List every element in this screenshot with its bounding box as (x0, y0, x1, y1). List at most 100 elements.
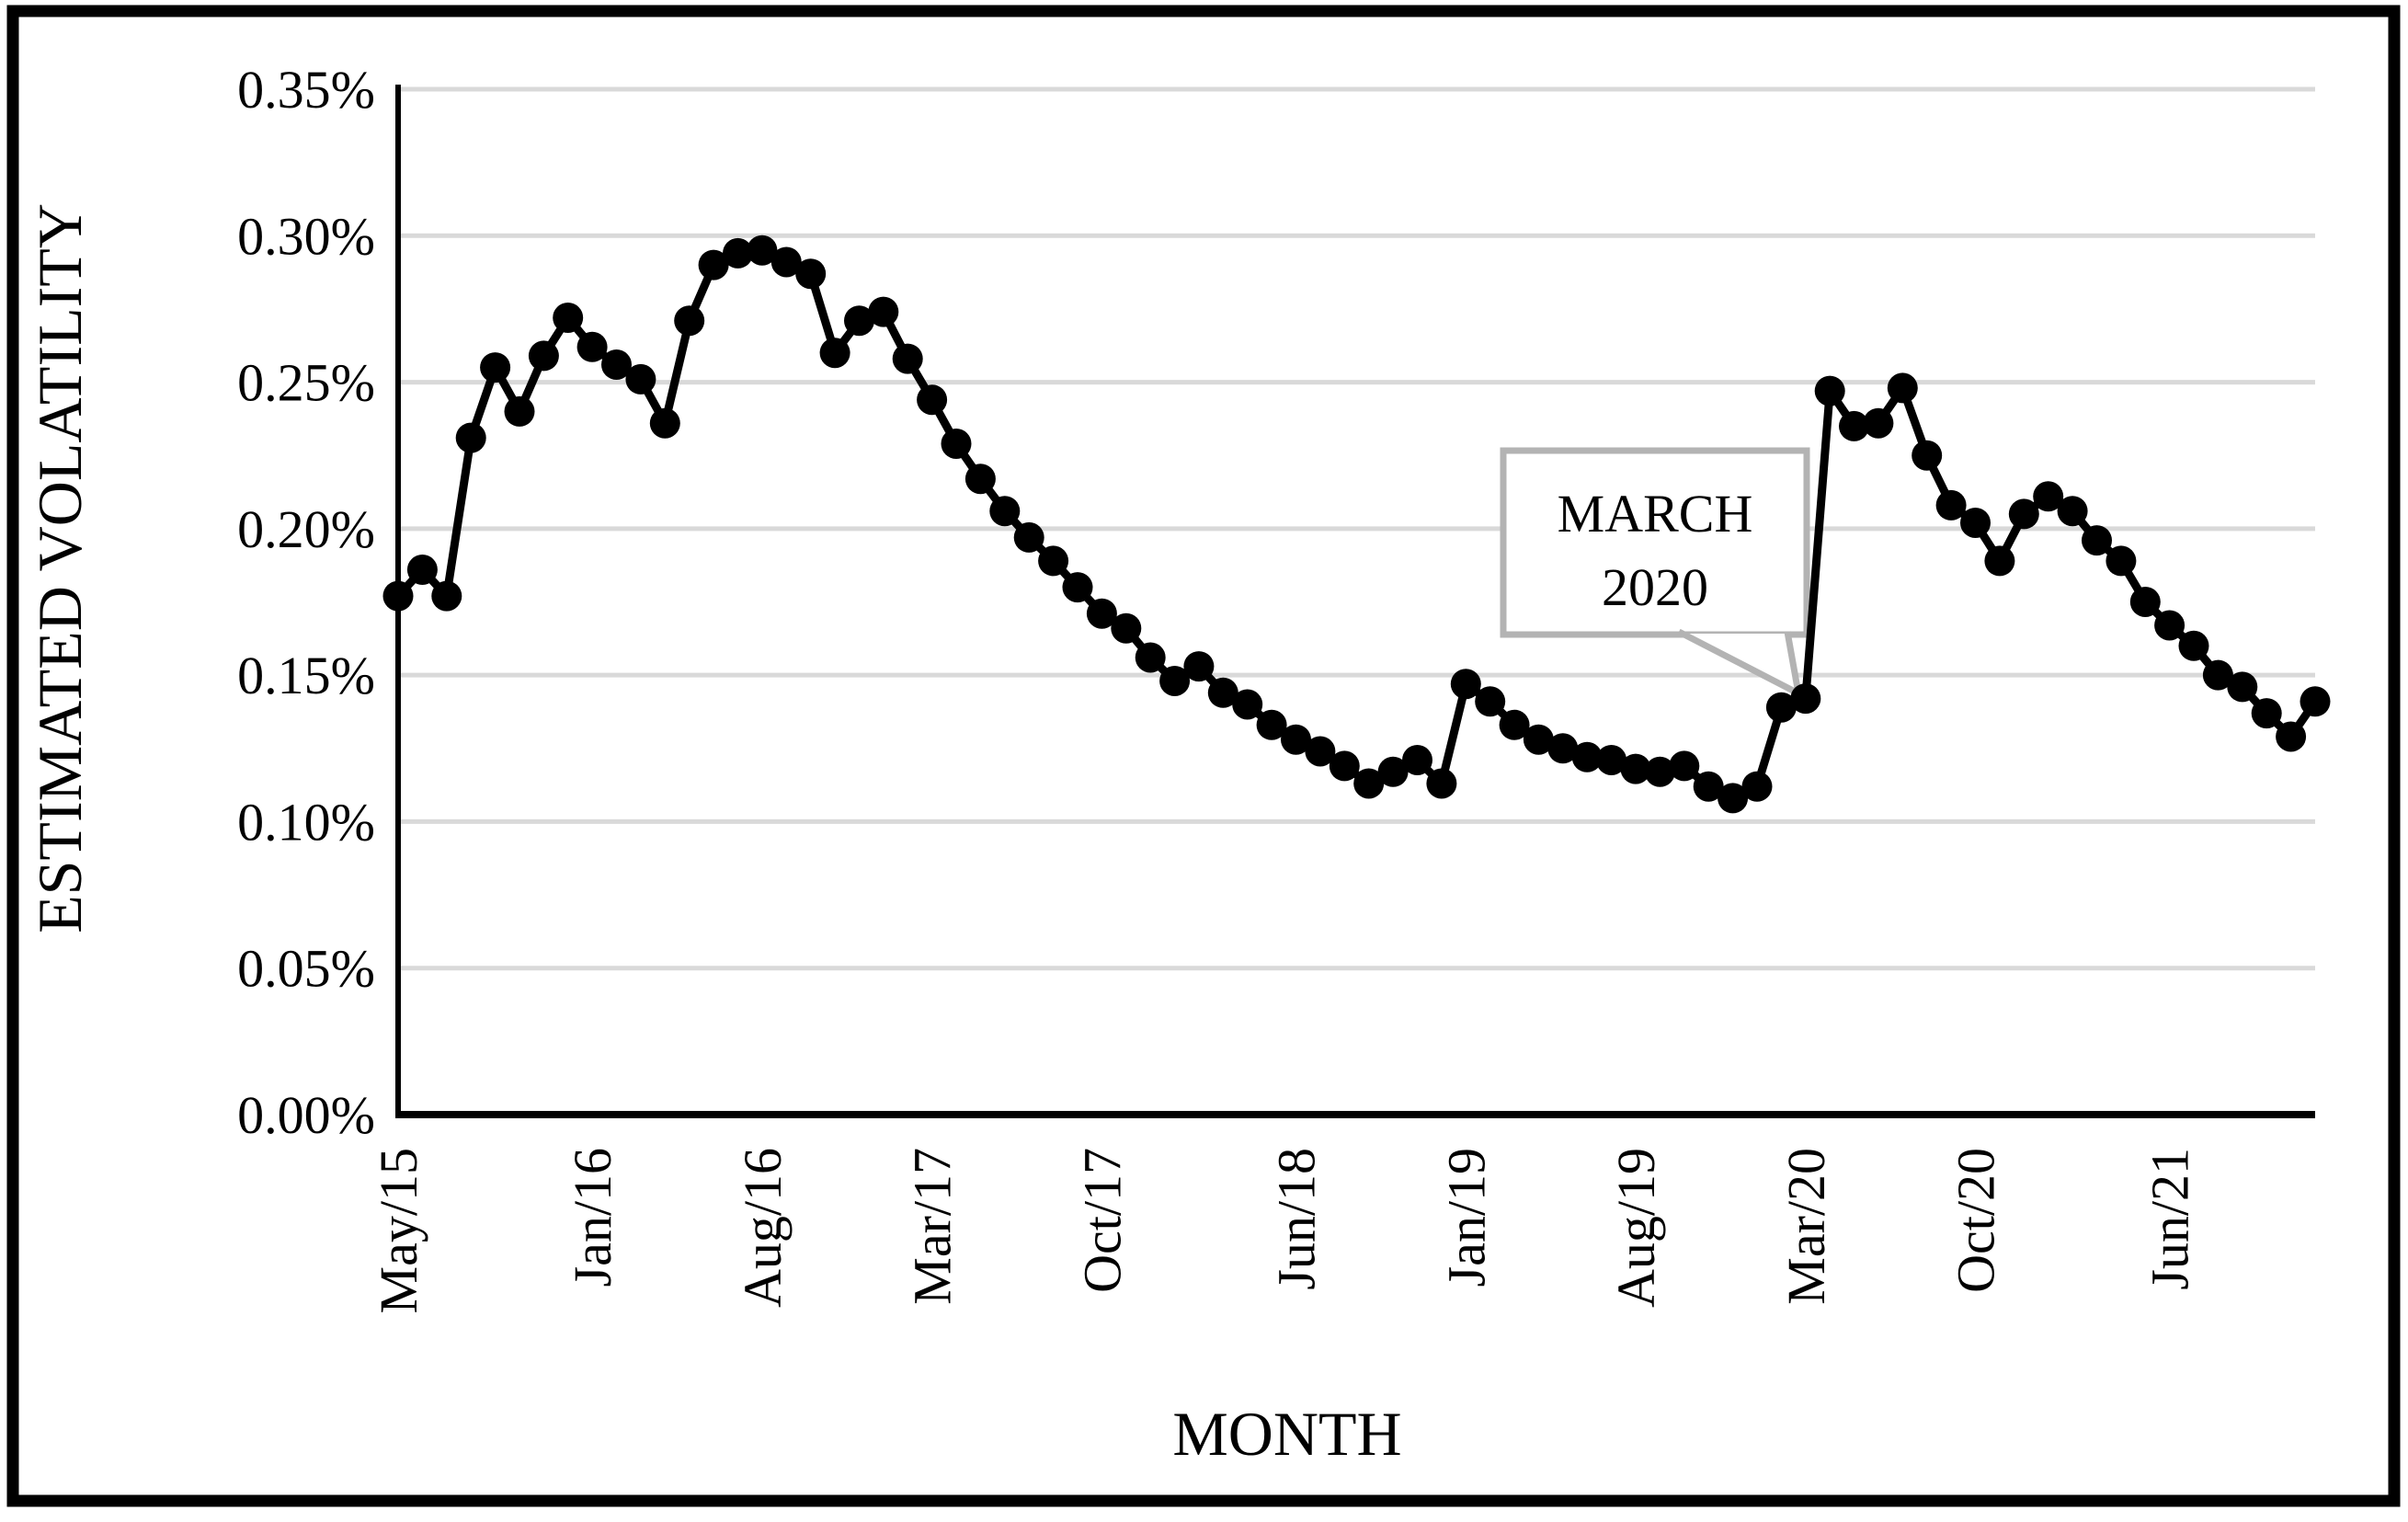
data-point (723, 237, 753, 269)
x-tick-labels-group: May/15 Jan/16 Aug/16 Mar/17 Oct/17 Jun/18 Jan/… (369, 1148, 2200, 1313)
data-point (2008, 498, 2039, 530)
callout-text-line1: MARCH (1558, 484, 1753, 544)
callout-tail-edge-left (1677, 628, 1800, 697)
data-point (1305, 736, 1336, 767)
data-point (1475, 686, 1506, 717)
y-tick-label: 0.05% (237, 939, 375, 999)
data-point (989, 496, 1021, 527)
data-point (1523, 724, 1554, 755)
data-point (2276, 721, 2307, 752)
march-2020-callout: MARCH 2020 (1500, 447, 1810, 697)
data-point (819, 338, 850, 369)
data-point (844, 305, 874, 337)
data-point (1281, 724, 1311, 755)
x-axis-title: MONTH (1172, 1399, 1401, 1469)
x-tick-label: Oct/17 (1072, 1148, 1132, 1293)
data-point (2106, 545, 2137, 577)
data-point (1426, 768, 1457, 799)
data-point (917, 384, 948, 416)
data-point (1790, 683, 1821, 715)
data-point (1596, 745, 1627, 775)
data-point (504, 395, 535, 427)
data-point (2154, 610, 2185, 641)
data-point (1669, 750, 1700, 782)
volatility-series-group (382, 235, 2331, 814)
data-point (1232, 689, 1263, 720)
data-point (1571, 741, 1603, 772)
y-tick-label: 0.35% (237, 60, 375, 120)
data-point (1183, 651, 1215, 682)
y-tick-label: 0.00% (237, 1085, 375, 1145)
data-point (2033, 481, 2064, 512)
data-point (2202, 659, 2233, 691)
data-point (1741, 771, 1773, 802)
data-point (382, 580, 414, 612)
data-point (2082, 525, 2112, 556)
data-point (1620, 753, 1651, 784)
data-point (941, 429, 972, 459)
data-point (892, 343, 923, 374)
data-point (1693, 771, 1724, 802)
callout-tail-edge-right (1784, 631, 1802, 694)
data-point (1839, 410, 1869, 441)
data-point (625, 363, 656, 395)
data-point (1013, 521, 1044, 553)
y-tick-label: 0.20% (237, 499, 375, 559)
x-tick-label: Aug/16 (733, 1148, 793, 1308)
callout-text-line2: 2020 (1602, 557, 1708, 617)
data-point (964, 463, 996, 495)
x-tick-label: Oct/20 (1946, 1148, 2006, 1293)
data-point (1984, 545, 2015, 577)
x-tick-label: Aug/19 (1606, 1148, 1666, 1308)
data-point (2178, 630, 2209, 661)
y-axis-title: ESTIMATED VOLATILITY (25, 203, 95, 933)
x-tick-label: Mar/20 (1776, 1148, 1836, 1305)
gridlines-group (398, 86, 2315, 971)
x-tick-label: Jan/16 (563, 1148, 622, 1287)
data-point (2300, 686, 2331, 717)
data-point (2227, 671, 2258, 703)
x-tick-label: Jan/19 (1436, 1148, 1496, 1287)
data-point (770, 246, 802, 278)
data-point (1499, 709, 1530, 740)
data-point (747, 235, 778, 266)
data-point (528, 340, 559, 372)
callout-box (1500, 447, 1810, 638)
data-point (1353, 768, 1385, 799)
data-point (1207, 677, 1238, 708)
data-point (1256, 709, 1287, 740)
data-point (674, 305, 705, 337)
data-point (1960, 508, 1991, 538)
data-point (1547, 733, 1579, 764)
y-tick-label: 0.15% (237, 646, 375, 705)
data-point (1863, 407, 1894, 439)
data-point (1718, 783, 1749, 814)
data-point (1086, 598, 1117, 629)
data-point (1329, 750, 1360, 782)
figure-border (6, 5, 2401, 1507)
data-point (1912, 440, 1943, 471)
data-point (1062, 572, 1093, 603)
x-tick-label: May/15 (369, 1148, 428, 1313)
data-point (601, 349, 632, 380)
data-point (2057, 496, 2088, 527)
data-point (480, 352, 511, 383)
data-point (455, 422, 486, 453)
x-tick-label: Jun/18 (1267, 1148, 1327, 1290)
data-point (1402, 745, 1432, 775)
data-point (649, 407, 680, 439)
data-point (1038, 545, 1069, 577)
data-point (1887, 372, 1918, 404)
data-point (1935, 489, 1967, 521)
data-point (553, 303, 584, 333)
x-tick-label: Mar/17 (903, 1148, 963, 1305)
data-point (1111, 612, 1142, 644)
data-point (406, 555, 438, 585)
data-point (2251, 698, 2282, 729)
data-point (698, 249, 729, 280)
data-point (1377, 756, 1409, 787)
data-point (576, 331, 608, 362)
data-point (431, 580, 462, 612)
